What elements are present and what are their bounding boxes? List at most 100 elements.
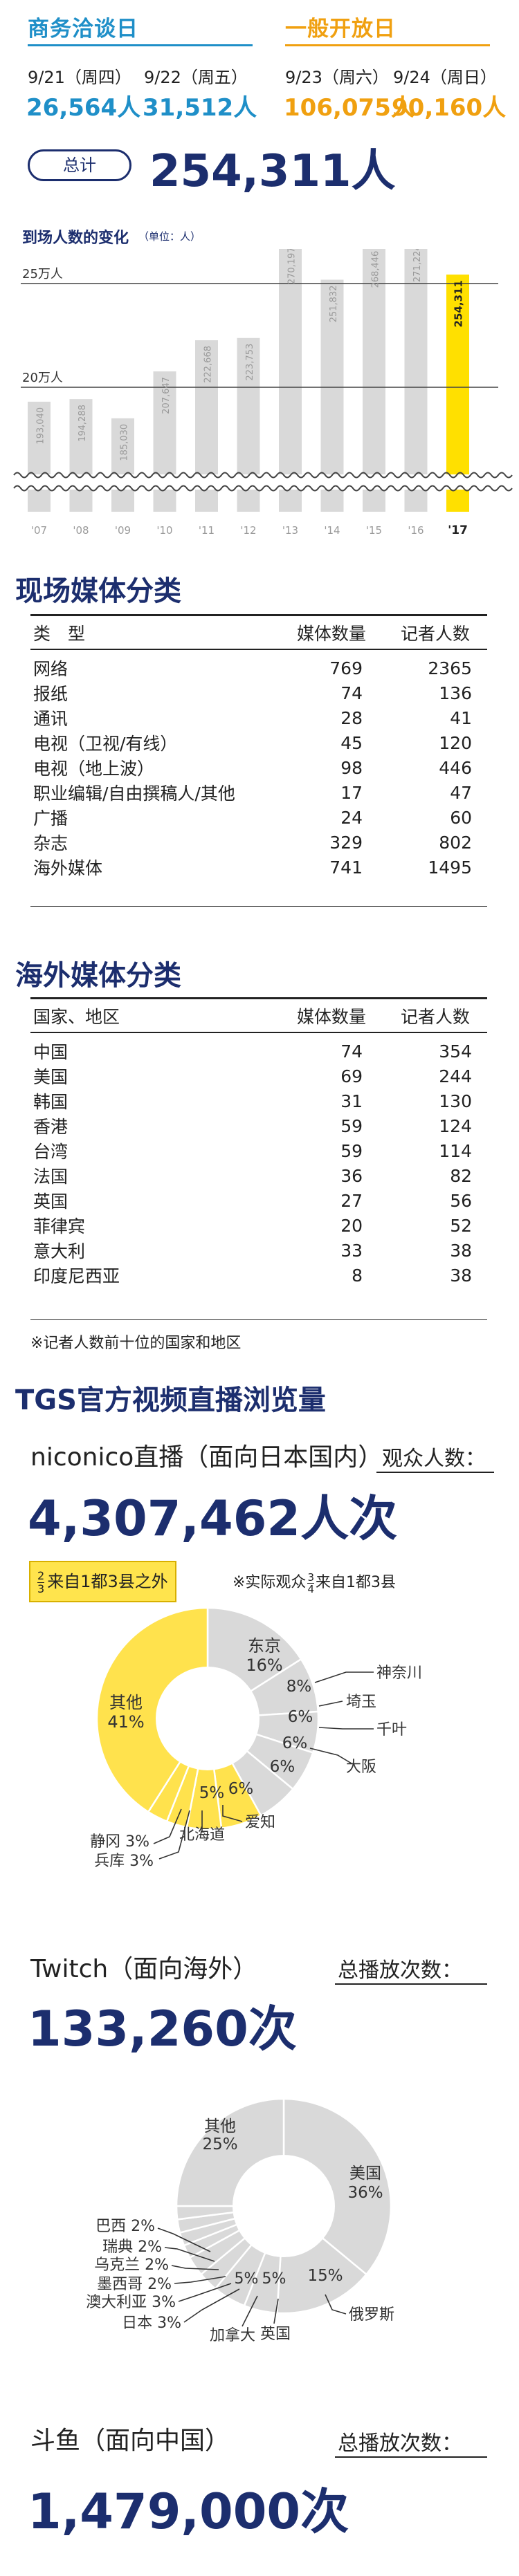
overseas-row: 美国 69 244 [30,1064,487,1088]
onsite-name: 电视（卫视/有线） [33,734,178,754]
onsite-reporter-count: 120 [439,732,472,753]
onsite-media-count: 24 [340,807,363,828]
overseas-name: 香港 [33,1117,69,1137]
overseas-name: 英国 [33,1192,69,1212]
day-count-0921: 26,564人 [26,94,141,122]
overseas-header-reporters: 记者人数 [383,1000,487,1033]
label-hokkaido-pct: 5% [199,1784,225,1802]
niconico-callout: 2 3 来自1都3县之外 [29,1561,176,1602]
label-hyogo: 兵库 3% [94,1853,154,1870]
label-mexico: 墨西哥 2% [97,2276,172,2293]
attendance-bar-value: 185,030 [120,424,130,461]
public-heading-rule [285,44,490,46]
attendance-bar [404,249,428,512]
overseas-row: 中国 74 354 [30,1032,487,1064]
overseas-name: 韩国 [33,1092,69,1112]
onsite-media-count: 329 [329,832,363,853]
onsite-row: 电视（卫视/有线） 45 120 [30,730,487,755]
attendance-bar-value: 268,446 [371,251,381,288]
attendance-bar [69,399,93,512]
attendance-year-label: '11 [199,524,215,537]
day-count-0922: 31,512人 [143,94,257,122]
overseas-media-count: 74 [340,1041,363,1062]
attendance-year-label: '08 [73,524,89,537]
streaming-title: TGS官方视频直播浏览量 [15,1384,326,1416]
label-sweden: 瑞典 2% [102,2239,162,2256]
overseas-reporter-count: 38 [450,1240,472,1261]
attendance-year-label: '12 [240,524,256,537]
label-other-pct: 41% [107,1712,144,1732]
overseas-reporter-count: 38 [450,1265,472,1286]
label-uk-pct: 5% [262,2270,286,2288]
label-chiba-pct: 6% [282,1734,308,1752]
overseas-media-table: 国家、地区 媒体数量 记者人数 中国 74 354 美国 69 244 韩国 31 130 香港 5… [30,1000,487,1288]
onsite-reporter-count: 1495 [428,857,472,878]
twitch-leader-lines [157,2227,347,2327]
overseas-reporter-count: 52 [450,1215,472,1236]
label-australia: 澳大利亚 3% [86,2294,176,2311]
attendance-bar-value: 271,224 [412,249,423,282]
twitch-title: Twitch（面向海外） [30,1955,258,1983]
onsite-media-count: 741 [329,857,363,878]
niconico-leader-lines [153,1671,374,1860]
onsite-row: 报纸 74 136 [30,680,487,705]
niconico-title: niconico直播（面向日本国内） [30,1443,383,1472]
onsite-name: 职业编辑/自由撰稿人/其他 [33,784,235,804]
overseas-media-count: 59 [340,1140,363,1161]
label-shizuoka: 静冈 3% [90,1833,149,1851]
attendance-year-label: '14 [324,524,340,537]
onsite-reporter-count: 446 [439,757,472,778]
onsite-reporter-count: 60 [450,807,472,828]
overseas-reporter-count: 130 [439,1091,472,1111]
attendance-bar [279,249,302,512]
label-twitch-other-pct: 25% [202,2135,237,2153]
attendance-chart-unit: （单位：人） [138,230,201,243]
overseas-reporter-count: 124 [439,1115,472,1136]
day-date-0924: 9/24（周日） [393,68,497,87]
overseas-row: 印度尼西亚 8 38 [30,1263,487,1288]
overseas-media-count: 59 [340,1115,363,1136]
label-usa-pct: 36% [347,2184,383,2202]
overseas-reporter-count: 56 [450,1190,472,1211]
attendance-bar-value: 254,311 [453,280,465,327]
douyu-title: 斗鱼（面向中国） [30,2427,230,2455]
overseas-media-count: 27 [340,1190,363,1211]
onsite-reporter-count: 2365 [428,658,472,678]
onsite-media-count: 17 [340,782,363,803]
day-date-0921: 9/21（周四） [28,68,131,87]
axis-break-band [12,474,507,490]
overseas-media-count: 31 [340,1091,363,1111]
onsite-header-media: 媒体数量 [280,617,383,650]
overseas-media-count: 8 [352,1265,363,1286]
label-kanagawa-pct: 8% [286,1678,312,1696]
overseas-media-count: 33 [340,1240,363,1261]
onsite-row: 通讯 28 41 [30,705,487,730]
attendance-year-label: '17 [448,523,468,537]
onsite-media-count: 28 [340,707,363,728]
onsite-table-bottom-rule [30,906,487,907]
overseas-row: 意大利 33 38 [30,1238,487,1263]
overseas-row: 英国 27 56 [30,1188,487,1213]
day-date-0922: 9/22（周五） [144,68,248,87]
overseas-media-count: 20 [340,1215,363,1236]
twitch-views-value: 133,260次 [28,2001,297,2057]
twitch-metric-rule [335,1983,487,1985]
overseas-reporter-count: 244 [439,1066,472,1086]
onsite-name: 报纸 [33,684,69,704]
note-fraction-den: 4 [307,1582,314,1595]
label-aichi: 爱知 [245,1814,275,1831]
onsite-media-table: 类 型 媒体数量 记者人数 网络 769 2365 报纸 74 136 通讯 28 41 电视（卫… [30,617,487,880]
onsite-name: 通讯 [33,709,69,729]
overseas-name: 意大利 [33,1241,86,1261]
onsite-table-top-rule [30,614,487,616]
label-twitch-other: 其他 [204,2118,236,2135]
label-chiba: 千叶 [376,1721,407,1739]
onsite-reporter-count: 136 [439,683,472,703]
attendance-year-label: '09 [115,524,131,537]
onsite-media-count: 98 [340,757,363,778]
onsite-row: 海外媒体 741 1495 [30,855,487,880]
onsite-row: 杂志 329 802 [30,830,487,855]
onsite-header-reporters: 记者人数 [383,617,487,650]
label-usa: 美国 [349,2165,381,2183]
